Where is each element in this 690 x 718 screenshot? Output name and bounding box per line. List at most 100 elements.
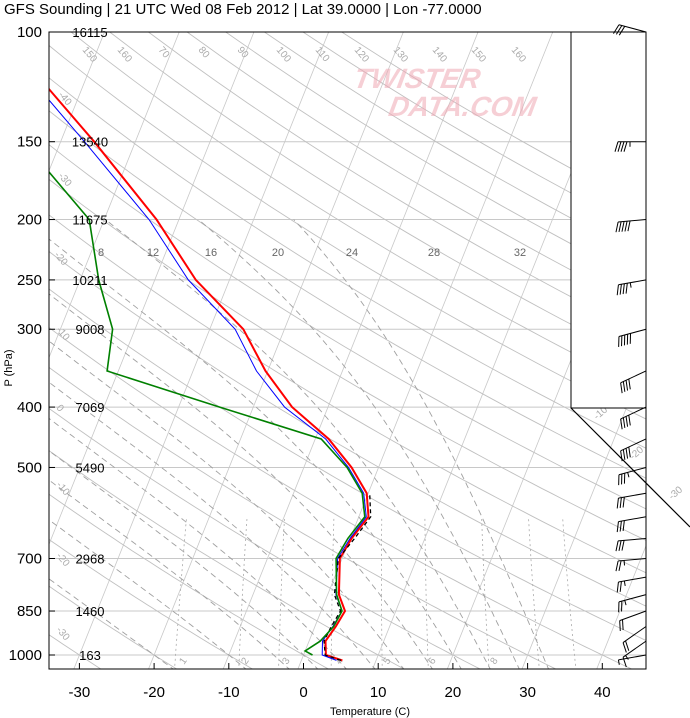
wetbulb-label-left: -30 (54, 625, 72, 643)
wind-barb (615, 537, 647, 552)
moist-adiabat (49, 293, 433, 669)
barb-flag (621, 540, 625, 551)
dry-adiabat (49, 110, 646, 479)
pressure-axis: 100 150 200 250 300 400 500 700 850 1000 (9, 24, 55, 664)
barb-staff (620, 370, 647, 384)
barb-flag (625, 283, 628, 294)
barb-staff (618, 219, 647, 223)
mixing-ratio-label: 3 (280, 655, 292, 666)
watermark: TWISTER DATA.COM (351, 62, 539, 122)
barb-staff (618, 492, 647, 499)
moist-adiabat (198, 219, 520, 669)
x-tick-label: 10 (370, 684, 387, 701)
watermark-line1: TWISTER (351, 62, 483, 94)
temperature-axis: -30 -20 -10 0 10 20 30 40 (69, 663, 611, 701)
dry-adiabat-label: 110 (313, 45, 332, 65)
barb-flag (615, 25, 623, 35)
moist-adiabat (49, 519, 247, 669)
barb-flag (618, 560, 622, 571)
dry-adiabat (49, 450, 406, 669)
mixing-ratio-line (424, 516, 429, 669)
barb-staff (622, 640, 647, 658)
isotherm (222, 32, 479, 669)
y-tick-label: 200 (17, 212, 42, 229)
dry-adiabat (49, 327, 633, 669)
moist-adiabat-label: 28 (428, 247, 440, 259)
barb-staff (622, 626, 647, 643)
dry-adiabat (49, 44, 646, 420)
dry-adiabat (49, 493, 330, 669)
barb-flag (619, 620, 621, 632)
height-label: 9008 (76, 322, 105, 337)
wind-barb (622, 626, 647, 653)
barb-flag (615, 560, 619, 572)
wind-barb (622, 640, 647, 668)
x-tick-label: -30 (69, 684, 91, 701)
moist-adiabat-label: 32 (514, 247, 526, 259)
isotherm (148, 32, 404, 669)
isotherm (0, 18, 35, 671)
isotherm (521, 357, 646, 669)
wind-barb (615, 219, 647, 233)
height-label: 11675 (72, 213, 107, 228)
barb-staff (619, 610, 647, 622)
barb-flag (616, 498, 619, 509)
y-tick-label: 850 (17, 603, 42, 620)
mixing-ratio-line (562, 516, 577, 669)
barb-flag (620, 141, 625, 152)
height-label: 10211 (72, 273, 107, 288)
barb-flag (616, 581, 619, 593)
barb-half-flag (624, 600, 627, 606)
dry-adiabat-label: 160 (509, 45, 528, 65)
mixing-ratio-line (174, 516, 187, 669)
wetbulb-label-left: -10 (54, 480, 72, 498)
height-label: 163 (79, 648, 101, 663)
moist-adiabat-label: 16 (205, 247, 217, 259)
mixing-ratio-line (238, 516, 248, 669)
barb-flag (619, 284, 622, 295)
barb-flag (622, 497, 625, 508)
y-tick-label: 250 (17, 272, 42, 289)
barb-flag (622, 381, 626, 392)
mixing-ratio-label: 8 (488, 655, 500, 666)
y-tick-label: 400 (17, 399, 42, 416)
y-tick-label: 300 (17, 321, 42, 338)
wetbulb-label-left: -10 (54, 325, 72, 343)
isotherm (73, 32, 330, 669)
height-label: 2968 (76, 551, 105, 566)
series-temperature (49, 87, 370, 662)
plot-frame (48, 31, 647, 670)
barb-staff (618, 537, 647, 542)
dry-adiabat (49, 214, 646, 574)
series-parcel (323, 493, 372, 662)
barb-staff (618, 594, 647, 603)
barb-staff (618, 328, 647, 337)
y-tick-label: 100 (17, 24, 42, 41)
mixing-ratio-line (481, 516, 490, 669)
y-tick-label: 500 (17, 459, 42, 476)
barb-flag (622, 642, 627, 653)
wind-barb (616, 576, 647, 593)
barb-flag (624, 221, 628, 232)
barb-half-flag (625, 655, 629, 660)
wind-barb (614, 141, 646, 152)
mixing-ratio-line (528, 516, 540, 669)
isotherm (671, 18, 690, 671)
barb-flag (628, 378, 631, 390)
moist-adiabat (105, 219, 491, 669)
barb-flag (625, 416, 629, 427)
series-virtual_temperature (49, 99, 367, 661)
dry-adiabat (49, 407, 481, 669)
wind-barb (616, 516, 647, 533)
wind-profile-panel (570, 32, 690, 528)
height-label: 16115 (72, 25, 107, 40)
height-labels: 16115 13540 11675 10211 9008 7069 5490 2968 1460… (72, 25, 108, 663)
moist-adiabat-label: 12 (147, 247, 159, 259)
wind-barb (620, 406, 647, 430)
dry-adiabat-label: 100 (274, 45, 293, 65)
y-axis-title: P (hPa) (3, 349, 15, 386)
barb-staff (618, 466, 647, 476)
barb-flag (618, 540, 622, 551)
barb-flag (619, 581, 622, 592)
